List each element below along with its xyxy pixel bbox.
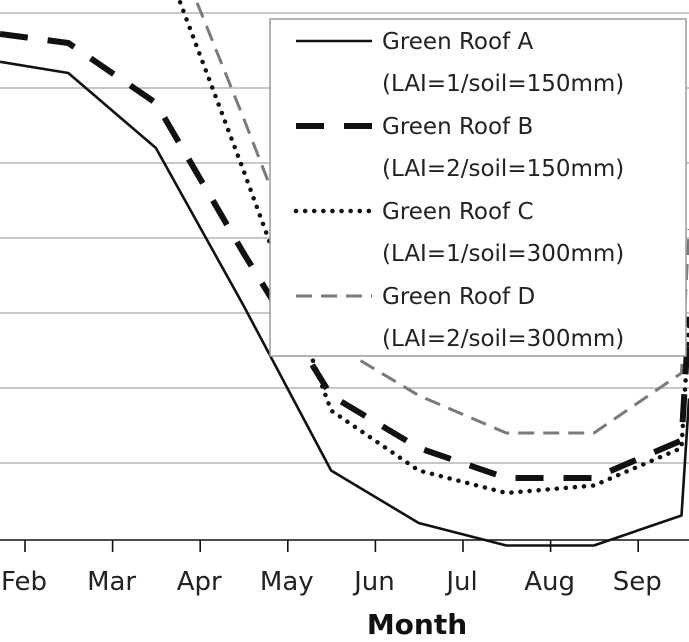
legend-detail: (LAI=1/soil=150mm)	[382, 71, 624, 97]
legend-label: Green Roof B	[382, 114, 533, 140]
legend-detail: (LAI=2/soil=300mm)	[382, 326, 624, 352]
x-tick-label: Mar	[87, 567, 136, 597]
x-tick-label: Feb	[1, 567, 47, 597]
x-axis	[0, 539, 689, 552]
legend-label: Green Roof C	[382, 199, 534, 225]
x-tick-label: Aug	[524, 567, 575, 597]
series-line-green-roof-b	[0, 31, 689, 481]
x-tick-labels: Feb Mar Apr May Jun Jul Aug Sep	[1, 567, 662, 597]
x-tick-label: Jul	[444, 567, 477, 597]
x-tick-label: Apr	[177, 567, 222, 597]
series-line-green-roof-a	[0, 60, 689, 547]
x-tick-label: May	[260, 567, 314, 597]
series-lines	[0, 0, 689, 547]
legend: Green Roof A (LAI=1/soil=150mm) Green Roof…	[269, 18, 687, 357]
x-tick-label: Jun	[352, 567, 395, 597]
legend-label: Green Roof A	[382, 29, 533, 55]
x-axis-title: Month	[367, 608, 467, 641]
legend-label: Green Roof D	[382, 284, 535, 310]
legend-detail: (LAI=1/soil=300mm)	[382, 241, 624, 267]
legend-box	[269, 18, 687, 357]
series-line-green-roof-d	[194, 0, 689, 435]
legend-detail: (LAI=2/soil=150mm)	[382, 156, 624, 182]
x-tick-label: Sep	[613, 567, 662, 597]
